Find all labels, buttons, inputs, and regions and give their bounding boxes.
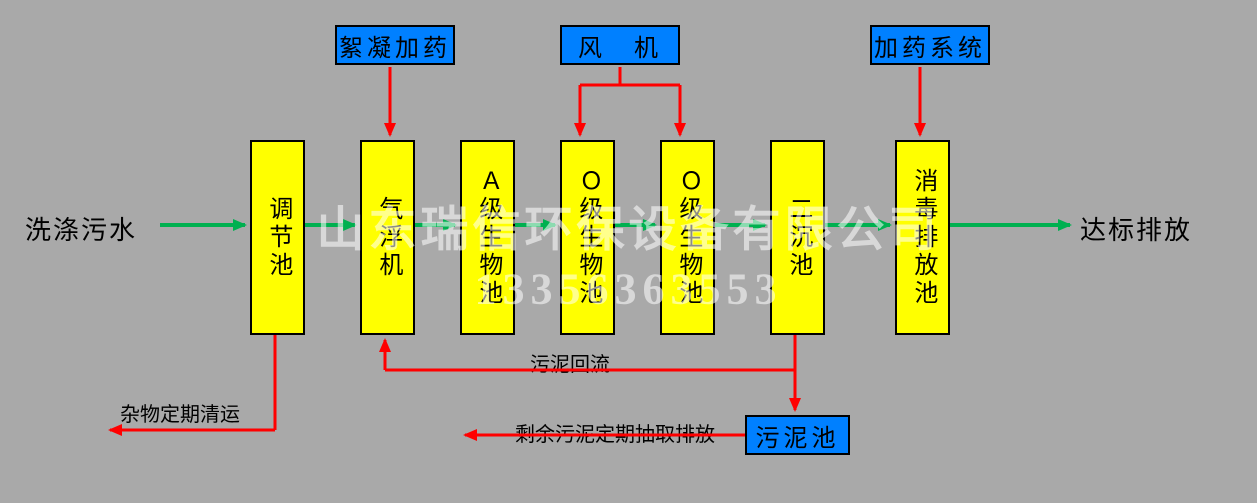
sludge-return-label: 污泥回流 [530,348,610,377]
output-label: 达标排放 [1080,210,1192,247]
top-box-dosing-text: 加药系统 [874,28,986,63]
top-box-flocculant: 絮凝加药 [335,25,455,65]
process-box-1: 调节池 [250,140,305,335]
process-box-5: Ｏ级生物池 [660,140,715,335]
process-box-3: Ａ级生物池 [460,140,515,335]
process-box-6-text: 二沉池 [783,196,812,280]
excess-sludge-label: 剩余污泥定期抽取排放 [515,418,715,447]
top-box-fan: 风 机 [560,25,680,65]
process-box-4-text: Ｏ级生物池 [573,168,602,308]
input-label: 洗涤污水 [25,210,137,247]
sludge-tank-text: 污泥池 [756,418,840,453]
top-box-fan-text: 风 机 [578,28,662,63]
sludge-tank: 污泥池 [745,415,850,455]
process-box-4: Ｏ级生物池 [560,140,615,335]
process-box-2: 气浮机 [360,140,415,335]
process-box-5-text: Ｏ级生物池 [673,168,702,308]
process-box-2-text: 气浮机 [373,196,402,280]
process-box-6: 二沉池 [770,140,825,335]
process-box-3-text: Ａ级生物池 [473,168,502,308]
process-box-7: 消毒排放池 [895,140,950,335]
process-box-7-text: 消毒排放池 [908,168,937,308]
top-box-flocculant-text: 絮凝加药 [339,28,451,63]
process-box-1-text: 调节池 [263,196,292,280]
top-box-dosing: 加药系统 [870,25,990,65]
debris-label: 杂物定期清运 [120,398,240,427]
